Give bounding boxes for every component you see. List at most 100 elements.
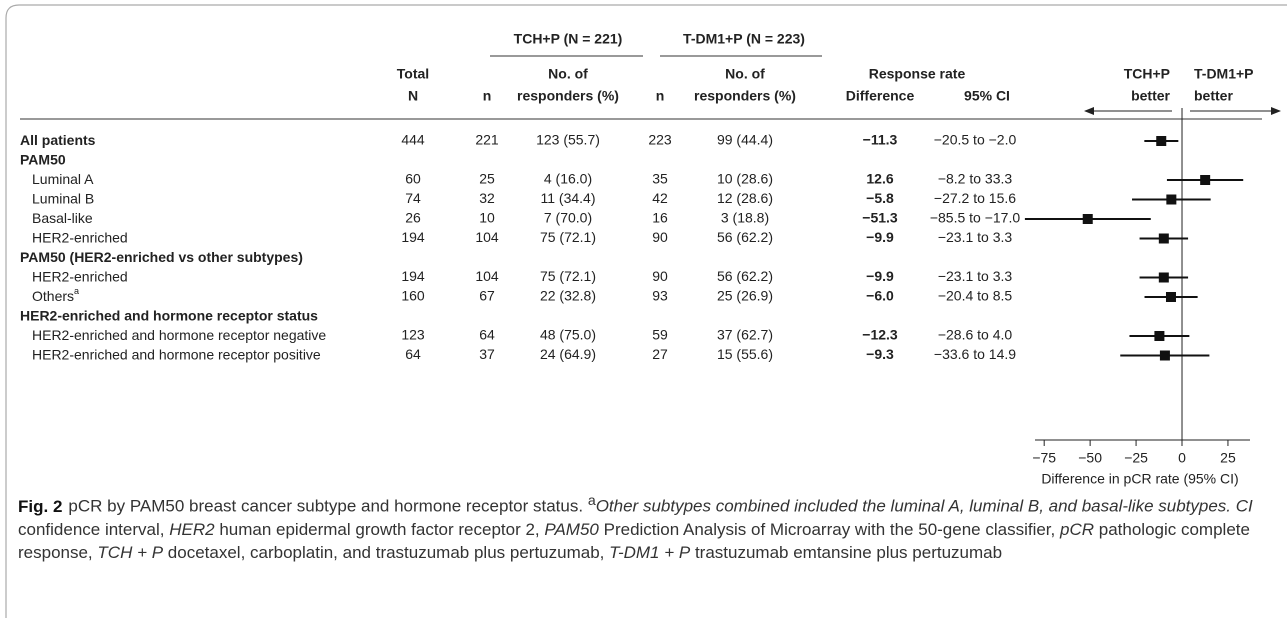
cell: 90 bbox=[652, 268, 668, 284]
cell: 27 bbox=[652, 346, 668, 362]
cell: 3 (18.8) bbox=[721, 210, 769, 226]
cell: 194 bbox=[401, 229, 425, 245]
superscript: a bbox=[74, 286, 79, 296]
abbr-definition: Prediction Analysis of Microarray with t… bbox=[603, 519, 1056, 539]
difference: −9.3 bbox=[866, 346, 894, 362]
tick-label: −50 bbox=[1078, 450, 1102, 466]
cell: 104 bbox=[475, 229, 499, 245]
row-label: HER2-enriched and hormone receptor statu… bbox=[20, 307, 318, 323]
cell: 90 bbox=[652, 229, 668, 245]
ci: −33.6 to 14.9 bbox=[934, 346, 1016, 362]
cell: 99 (44.4) bbox=[717, 132, 773, 148]
difference: −12.3 bbox=[862, 327, 898, 343]
cell: 10 (28.6) bbox=[717, 171, 773, 187]
tick-label: −75 bbox=[1032, 450, 1056, 466]
ci: −23.1 to 3.3 bbox=[938, 268, 1013, 284]
abbr-term: pCR bbox=[1060, 519, 1095, 539]
point bbox=[1159, 350, 1170, 361]
favor-label: better bbox=[1194, 88, 1233, 104]
row-label-text: HER2-enriched and hormone receptor posit… bbox=[32, 346, 321, 362]
group-header: TCH+P (N = 221) bbox=[514, 31, 623, 47]
abbr-term: T-DM1 + P bbox=[609, 542, 691, 562]
row-label-text: Others bbox=[32, 288, 74, 304]
cell: 123 (55.7) bbox=[536, 132, 600, 148]
column-header: responders (%) bbox=[694, 88, 796, 104]
favor-label: TCH+P bbox=[1124, 66, 1170, 82]
difference: −51.3 bbox=[862, 210, 898, 226]
row-label-text: Luminal B bbox=[32, 190, 94, 206]
ci: −23.1 to 3.3 bbox=[938, 229, 1013, 245]
cell: 7 (70.0) bbox=[544, 210, 592, 226]
cell: 11 (34.4) bbox=[541, 190, 596, 206]
tick-label: −25 bbox=[1124, 450, 1148, 466]
cell: 42 bbox=[652, 190, 668, 206]
cell: 75 (72.1) bbox=[540, 229, 596, 245]
cell: 37 (62.7) bbox=[717, 327, 773, 343]
difference: −5.8 bbox=[866, 190, 894, 206]
cell: 15 (55.6) bbox=[717, 346, 773, 362]
abbr-definition: human epidermal growth factor receptor 2… bbox=[219, 519, 540, 539]
abbr-definition: docetaxel, carboplatin, and trastuzumab … bbox=[167, 542, 605, 562]
favor-label: T-DM1+P bbox=[1194, 66, 1254, 82]
column-header: N bbox=[408, 88, 418, 104]
ci: −20.5 to −2.0 bbox=[934, 132, 1017, 148]
cell: 25 (26.9) bbox=[717, 288, 773, 304]
abbr-definition: pathologic complete response, bbox=[18, 519, 1250, 562]
cell: 60 bbox=[405, 171, 421, 187]
row-label: Luminal A bbox=[32, 171, 94, 187]
caption: Fig. 2 pCR by PAM50 breast cancer subtype… bbox=[18, 490, 1280, 564]
difference: 12.6 bbox=[866, 171, 893, 187]
cell: 56 (62.2) bbox=[717, 229, 773, 245]
abbr-term: CI bbox=[1235, 496, 1253, 516]
abbr-term: PAM50 bbox=[544, 519, 599, 539]
cell: 35 bbox=[652, 171, 668, 187]
cell: 59 bbox=[652, 327, 668, 343]
row-label: All patients bbox=[20, 132, 96, 148]
cell: 93 bbox=[652, 288, 668, 304]
difference: −11.3 bbox=[863, 132, 898, 148]
cell: 48 (75.0) bbox=[540, 327, 596, 343]
row-label-text: HER2-enriched and hormone receptor statu… bbox=[20, 307, 318, 323]
point bbox=[1154, 331, 1165, 341]
cell: 22 (32.8) bbox=[540, 288, 596, 304]
cell: 64 bbox=[479, 327, 495, 343]
row-label: HER2-enriched and hormone receptor posit… bbox=[32, 346, 321, 362]
point bbox=[1200, 175, 1211, 185]
cell: 32 bbox=[479, 190, 495, 206]
column-header: Total bbox=[397, 66, 429, 82]
column-header: n bbox=[656, 88, 665, 104]
cell: 67 bbox=[479, 288, 495, 304]
ci: −28.6 to 4.0 bbox=[938, 327, 1013, 343]
cell: 4 (16.0) bbox=[544, 171, 592, 187]
cell: 37 bbox=[479, 346, 495, 362]
row-label: Luminal B bbox=[32, 190, 94, 206]
point bbox=[1165, 292, 1176, 302]
footnote: Other subtypes combined included the lum… bbox=[595, 496, 1232, 516]
row-label: PAM50 (HER2-enriched vs other subtypes) bbox=[20, 249, 303, 265]
row-label: HER2-enriched bbox=[32, 268, 128, 284]
cell: 221 bbox=[475, 132, 499, 148]
column-header: Difference bbox=[846, 88, 915, 104]
tick-label: 25 bbox=[1220, 450, 1236, 466]
abbr-term: HER2 bbox=[169, 519, 215, 539]
abbr-term: TCH + P bbox=[97, 542, 164, 562]
ci: −8.2 to 33.3 bbox=[938, 171, 1013, 187]
row-label-text: Luminal A bbox=[32, 171, 94, 187]
cell: 25 bbox=[479, 171, 495, 187]
row-label: Basal-like bbox=[32, 210, 93, 226]
point bbox=[1082, 214, 1093, 224]
column-header: n bbox=[483, 88, 492, 104]
cell: 10 bbox=[479, 210, 495, 226]
column-header: No. of bbox=[548, 66, 588, 82]
cell: 160 bbox=[401, 288, 425, 304]
abbr-definition: trastuzumab emtansine plus pertuzumab bbox=[694, 542, 1003, 562]
favor-label: better bbox=[1131, 88, 1170, 104]
ci: −85.5 to −17.0 bbox=[930, 210, 1021, 226]
tick-label: 0 bbox=[1178, 450, 1186, 466]
cell: 223 bbox=[648, 132, 672, 148]
row-label: HER2-enriched bbox=[32, 229, 128, 245]
cell: 24 (64.9) bbox=[540, 346, 596, 362]
point bbox=[1156, 136, 1167, 146]
row-label-text: Basal-like bbox=[32, 210, 93, 226]
